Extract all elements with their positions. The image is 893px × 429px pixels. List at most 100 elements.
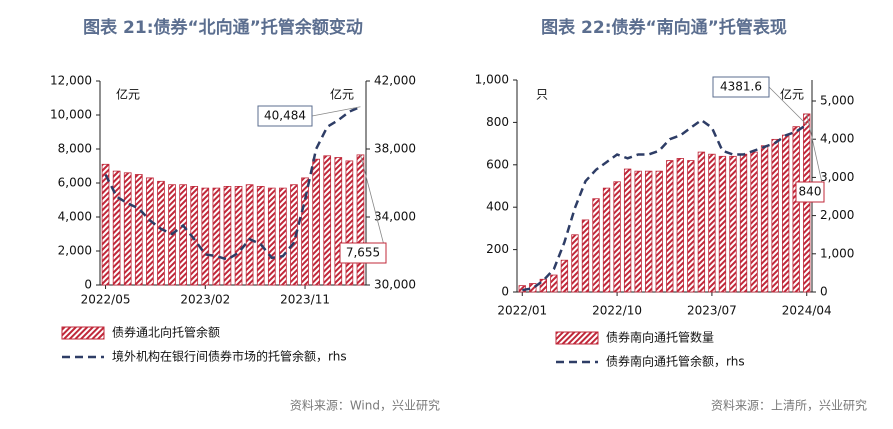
bar: [290, 184, 298, 286]
chart-title: 图表 22:债券“南向通”托管表现: [541, 17, 787, 38]
y-tick-label: 4,000: [58, 210, 92, 224]
bar: [267, 187, 276, 286]
bar: [729, 155, 737, 293]
chart-title: 图表 21:债券“北向通”托管余额变动: [83, 17, 363, 38]
bar: [781, 134, 790, 293]
bar: [613, 181, 621, 293]
bar: [602, 187, 611, 293]
bar: [112, 170, 121, 286]
bar: [279, 187, 287, 286]
y-tick-label: 8,000: [58, 142, 92, 156]
y-tick-label: 2,000: [58, 244, 92, 258]
y2-tick-label: 2,000: [820, 208, 854, 222]
bar: [718, 155, 727, 293]
annotation: 840: [799, 185, 822, 199]
bar: [760, 145, 769, 293]
bar: [571, 234, 579, 293]
bar: [623, 168, 632, 293]
legend-label: 债券通北向托管余额: [112, 325, 220, 340]
y-tick-label: 6,000: [58, 176, 92, 190]
x-tick-label: 2023/11: [280, 293, 330, 307]
annotation: 40,484: [264, 109, 306, 123]
bar: [123, 172, 132, 286]
y2-tick-label: 34,000: [374, 210, 416, 224]
bar: [581, 219, 590, 293]
y2-tick-label: 5,000: [820, 94, 854, 108]
y-unit: 亿元: [116, 87, 140, 102]
x-tick-label: 2022/05: [81, 293, 131, 307]
bar: [560, 259, 569, 293]
y-tick-label: 200: [486, 242, 509, 256]
annotation-box: [257, 105, 313, 127]
bar: [334, 157, 343, 286]
bar: [312, 158, 320, 286]
y-tick-label: 600: [486, 157, 509, 171]
bar: [708, 153, 716, 293]
annotation-box: [712, 76, 770, 98]
legend-label: 债券南向通托管数量: [606, 330, 714, 345]
annotation-box: [795, 181, 825, 203]
y2-tick-label: 0: [820, 285, 828, 299]
bar: [666, 160, 674, 293]
x-tick-label: 2024/04: [782, 304, 832, 318]
legend-label: 境外机构在银行间债券市场的托管余额，rhs: [112, 349, 347, 364]
x-tick-label: 2023/02: [180, 293, 230, 307]
bar: [655, 170, 663, 293]
bar: [101, 163, 110, 286]
y2-tick-label: 30,000: [374, 278, 416, 292]
bar: [157, 180, 165, 286]
legend-swatch: [555, 331, 599, 345]
bar: [256, 185, 265, 286]
bar: [687, 160, 695, 293]
bar: [201, 187, 210, 286]
bar: [592, 198, 600, 293]
bar: [634, 170, 642, 293]
annotation-leader: [311, 106, 361, 117]
bar: [223, 185, 232, 286]
y-tick-label: 10,000: [50, 108, 92, 122]
bar: [245, 184, 254, 286]
bar: [739, 153, 748, 293]
bar: [212, 187, 221, 286]
bar: [676, 158, 684, 293]
line-series: [522, 118, 808, 292]
x-tick-label: 2022/01: [497, 304, 547, 318]
y-tick-label: 12,000: [50, 74, 92, 88]
line-series: [104, 105, 361, 261]
y-tick-label: 400: [486, 200, 509, 214]
y2-unit: 亿元: [330, 87, 354, 102]
annotation: 4381.6: [720, 80, 762, 94]
bar: [529, 283, 537, 293]
bar: [539, 278, 548, 293]
x-tick-label: 2023/07: [687, 304, 737, 318]
y-unit: 只: [536, 88, 548, 102]
bar: [550, 274, 558, 293]
bar: [750, 151, 758, 293]
legend-label: 债券南向通托管余额，rhs: [606, 354, 745, 369]
y2-tick-label: 4,000: [820, 132, 854, 146]
bar: [234, 185, 243, 286]
annotation: 7,655: [346, 246, 380, 260]
bar: [356, 154, 365, 286]
y2-tick-label: 3,000: [820, 170, 854, 184]
y2-tick-label: 42,000: [374, 74, 416, 88]
annotation-leader: [806, 113, 825, 193]
annotation-leader: [360, 154, 387, 254]
bar: [345, 160, 354, 286]
bar: [301, 177, 309, 286]
y-tick-label: 800: [486, 115, 509, 129]
x-tick-label: 2022/10: [592, 304, 642, 318]
bar: [645, 170, 653, 293]
y2-tick-label: 1,000: [820, 246, 854, 260]
bar: [771, 138, 779, 293]
annotation-box: [339, 242, 387, 264]
bar: [146, 177, 154, 286]
source-note: 资料来源：Wind，兴业研究: [290, 398, 440, 413]
bar: [697, 151, 706, 293]
bar: [792, 126, 800, 293]
bar: [179, 184, 187, 286]
y-tick-label: 0: [501, 285, 509, 299]
bar: [134, 174, 143, 286]
bar: [323, 155, 332, 286]
source-note: 资料来源：上清所，兴业研究: [711, 398, 867, 413]
